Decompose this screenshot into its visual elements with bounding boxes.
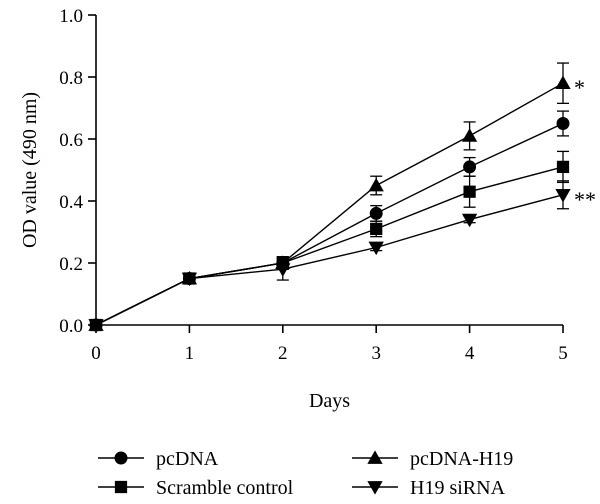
x-tick-label: 5 [558, 343, 568, 364]
y-tick-label: 0.4 [59, 192, 83, 213]
significance-annotation: * [574, 75, 585, 100]
x-tick-label: 1 [185, 343, 195, 364]
significance-annotation: ** [574, 187, 596, 212]
x-axis-title: Days [309, 390, 350, 412]
series-line [95, 194, 564, 326]
y-axis-title: OD value (490 nm) [19, 92, 41, 248]
y-tick-label: 0.2 [59, 254, 83, 275]
series-pcdna-h19 [88, 62, 571, 331]
legend-label: H19 siRNA [410, 477, 506, 499]
triangle-down-marker [275, 263, 291, 277]
square-marker [114, 480, 128, 494]
triangle-up-marker [367, 450, 383, 464]
x-tick-label: 4 [465, 343, 475, 364]
y-tick-label: 0.0 [59, 316, 83, 337]
triangle-down-marker [368, 241, 384, 256]
legend-item: Scramble control [98, 477, 294, 499]
square-marker [370, 222, 383, 236]
legend-label: Scramble control [156, 477, 294, 499]
square-marker [463, 185, 476, 198]
legend-item: pcDNA [98, 448, 219, 470]
triangle-down-marker [367, 481, 383, 495]
circle-marker [114, 451, 128, 465]
triangle-up-marker [461, 128, 478, 142]
series-h19-sirna [88, 180, 571, 333]
circle-marker [463, 160, 477, 174]
triangle-down-marker [181, 272, 198, 287]
legend-item: pcDNA-H19 [352, 448, 513, 470]
legend-label: pcDNA-H19 [410, 448, 513, 470]
series-pcdna [89, 110, 570, 332]
triangle-down-marker [555, 188, 571, 203]
series-line [95, 82, 564, 326]
series-scramble-control [89, 150, 570, 332]
series-layer: *** [88, 62, 596, 333]
square-marker [556, 160, 570, 174]
triangle-down-marker [88, 319, 104, 333]
series-line [95, 166, 564, 326]
y-tick-label: 1.0 [59, 6, 83, 27]
triangle-up-marker [555, 75, 571, 90]
circle-marker [556, 117, 570, 130]
x-tick-label: 0 [91, 343, 101, 364]
legend-label: pcDNA [156, 448, 219, 470]
triangle-down-marker [461, 213, 478, 228]
legend: pcDNA pcDNA-H19 Scramble control H19 siRNA [98, 448, 513, 499]
y-tick-label: 0.6 [59, 130, 83, 151]
circle-marker [369, 206, 383, 220]
legend-item: H19 siRNA [352, 477, 506, 499]
x-tick-label: 2 [278, 343, 288, 364]
x-tick-label: 3 [371, 343, 381, 364]
axes: 0.0 0.2 0.4 0.6 0.8 1.0 0 1 2 3 4 5 [59, 6, 568, 364]
y-tick-label: 0.8 [59, 68, 83, 89]
triangle-up-marker [368, 177, 384, 192]
